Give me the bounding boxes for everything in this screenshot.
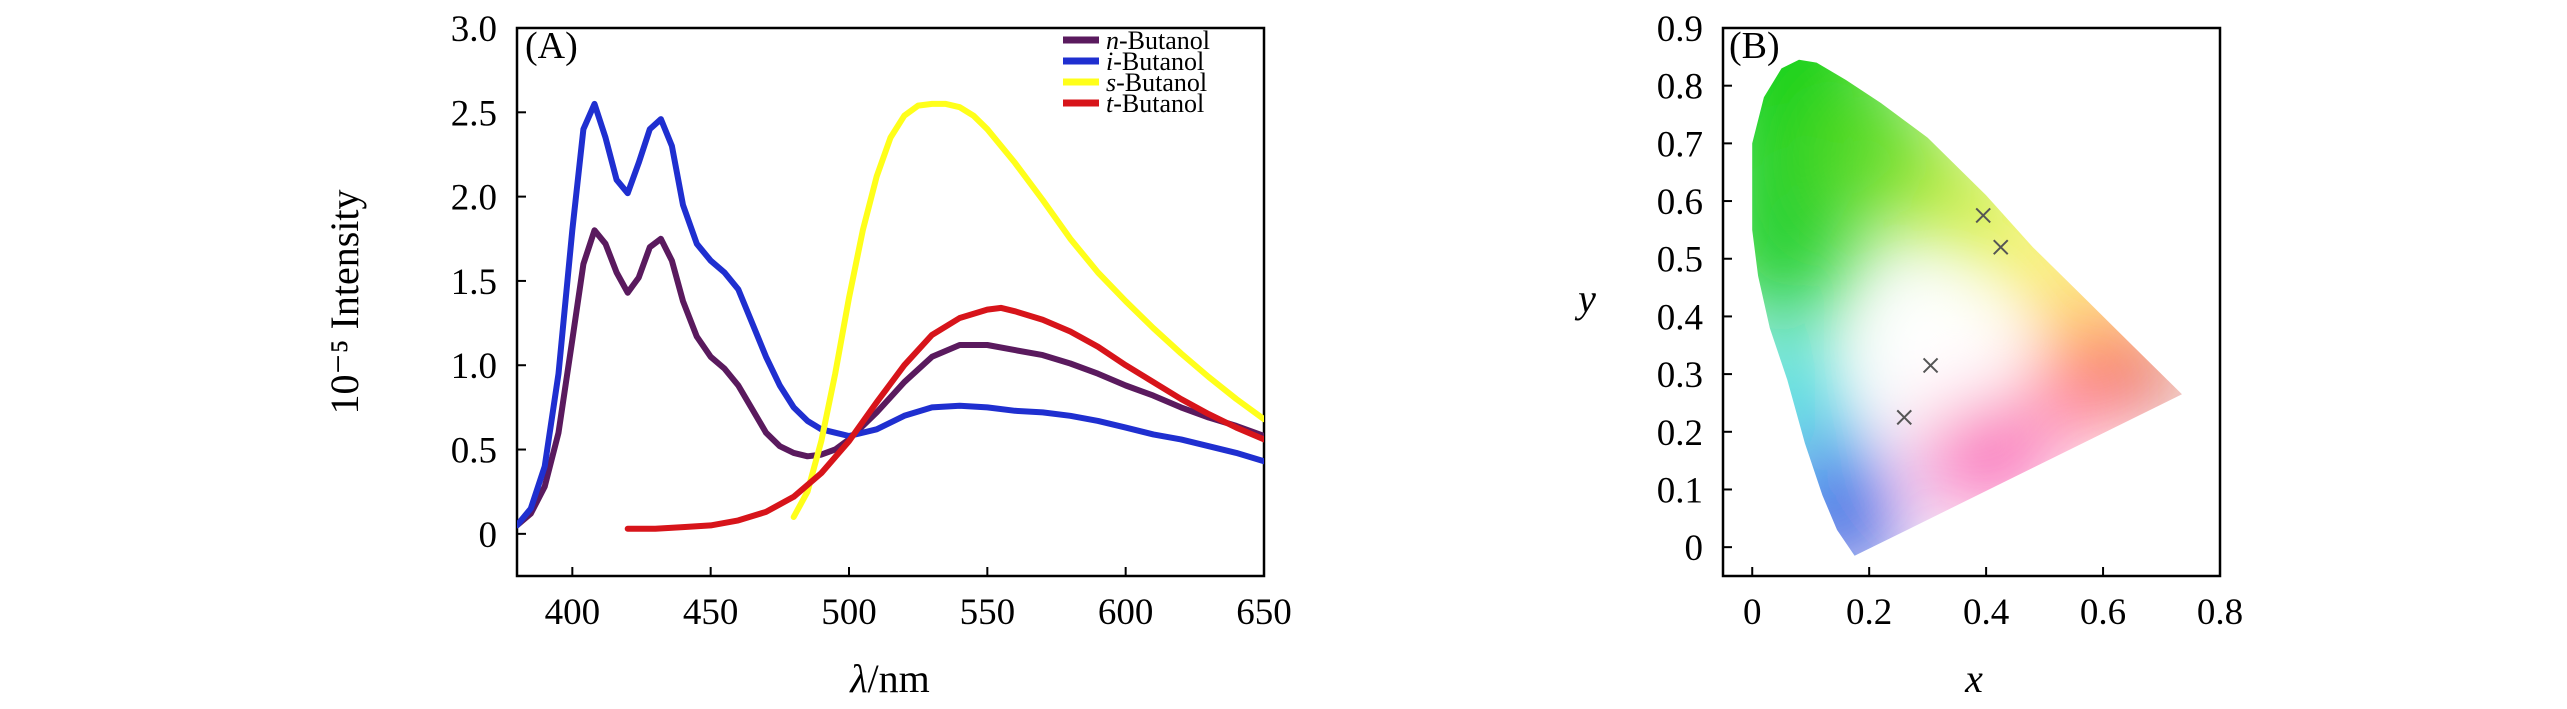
chromaticity-point-3: [1975, 207, 1991, 224]
cie-gamut-fill: [1752, 59, 2182, 556]
chart-a-y-tick-label: 0.5: [451, 431, 497, 472]
chart-a-y-tick-label: 2.0: [451, 178, 497, 219]
chart-b-y-tick-label: 0.3: [1657, 355, 1703, 396]
chart-b-y-tick-label: 0.1: [1657, 470, 1703, 511]
chromaticity-point-4: [1993, 239, 2009, 255]
cie-chromaticity-background: [1752, 59, 2182, 556]
chart-a-x-tick-label: 600: [1098, 592, 1154, 633]
series-line-t-butanol: [624, 304, 1264, 532]
legend-label-i-butanol: i-Butanol: [1106, 47, 1204, 76]
chart-b-y-tick-label: 0.8: [1657, 67, 1703, 108]
chart-b-y-tick-label: 0.4: [1657, 297, 1703, 338]
chart-b-y-tick-label: 0: [1685, 528, 1704, 569]
chart-a-panel-label: (A): [525, 25, 578, 67]
chart-a-x-tick-label: 650: [1236, 592, 1292, 633]
chart-a-y-tick-label: 1.5: [451, 262, 497, 303]
chart-b-plot-frame: [1721, 26, 2222, 578]
chart-b-x-tick-label: 0.8: [2197, 592, 2243, 633]
chart-b-y-tick-label: 0.6: [1657, 182, 1703, 223]
chart-a-x-tick-label: 400: [545, 592, 601, 633]
chart-b-y-tick-label: 0.9: [1657, 9, 1703, 50]
chart-b-y-tick-label: 0.2: [1657, 413, 1703, 454]
series-line-s-butanol: [790, 100, 1264, 520]
chart-a-plot-frame: [515, 26, 1266, 578]
chart-a-x-tick-label: 450: [683, 592, 739, 633]
chart-a-y-tick-label: 1.0: [451, 346, 497, 387]
chart-a-y-tick-label: 0: [479, 515, 498, 556]
chart-a-x-tick-label: 550: [960, 592, 1016, 633]
chart-b-x-tick-label: 0.2: [1846, 592, 1892, 633]
chart-a-y-axis-title: 10⁻⁵ Intensity: [322, 189, 367, 414]
chart-b-y-tick-label: 0.5: [1657, 240, 1703, 281]
chart-a: 0 0.5 1.0 1.5 2.0 2.5 3.0 400 450 500 550 600 650 (…: [322, 9, 1292, 701]
series-line-n-butanol: [517, 227, 1264, 529]
chart-b-y-tick-label: 0.7: [1657, 124, 1703, 165]
chromaticity-point-2: [1922, 357, 1939, 374]
chart-b-x-tick-label: 0: [1743, 592, 1762, 633]
chart-a-x-axis-title: λ/nm: [849, 656, 930, 701]
chart-a-y-ticks: 0 0.5 1.0 1.5 2.0 2.5 3.0: [451, 9, 526, 556]
legend-label-n-butanol: n-Butanol: [1106, 26, 1210, 55]
chart-a-series: [517, 100, 1264, 532]
chart-a-y-tick-label: 2.5: [451, 93, 497, 134]
chart-b-y-ticks: 0 0.1 0.2 0.3 0.4 0.5 0.6 0.7 0.8 0.9: [1657, 9, 1732, 569]
chart-a-x-ticks: 400 450 500 550 600 650: [545, 567, 1292, 633]
chart-a-y-tick-label: 3.0: [451, 9, 497, 50]
chart-b-x-tick-label: 0.4: [1963, 592, 2009, 633]
series-line-i-butanol: [517, 100, 1264, 529]
chart-a-x-tick-label: 500: [821, 592, 877, 633]
chart-b-x-ticks: 0 0.2 0.4 0.6 0.8: [1743, 567, 2243, 633]
legend-label-t-butanol: t-Butanol: [1106, 89, 1204, 118]
chart-b-panel-label: (B): [1729, 25, 1780, 67]
chart-b-x-tick-label: 0.6: [2080, 592, 2126, 633]
chart-b: 00.10.20.30.40.50.60.70.80.9 0 0.2 0.4 0.6 0…: [1574, 9, 2243, 701]
chart-b-x-axis-title: x: [1964, 656, 1983, 701]
chart-b-y-axis-title: y: [1574, 276, 1596, 321]
legend-label-s-butanol: s-Butanol: [1106, 68, 1207, 97]
chart-b-points: [1896, 207, 2009, 426]
chromaticity-point-1: [1896, 409, 1912, 426]
